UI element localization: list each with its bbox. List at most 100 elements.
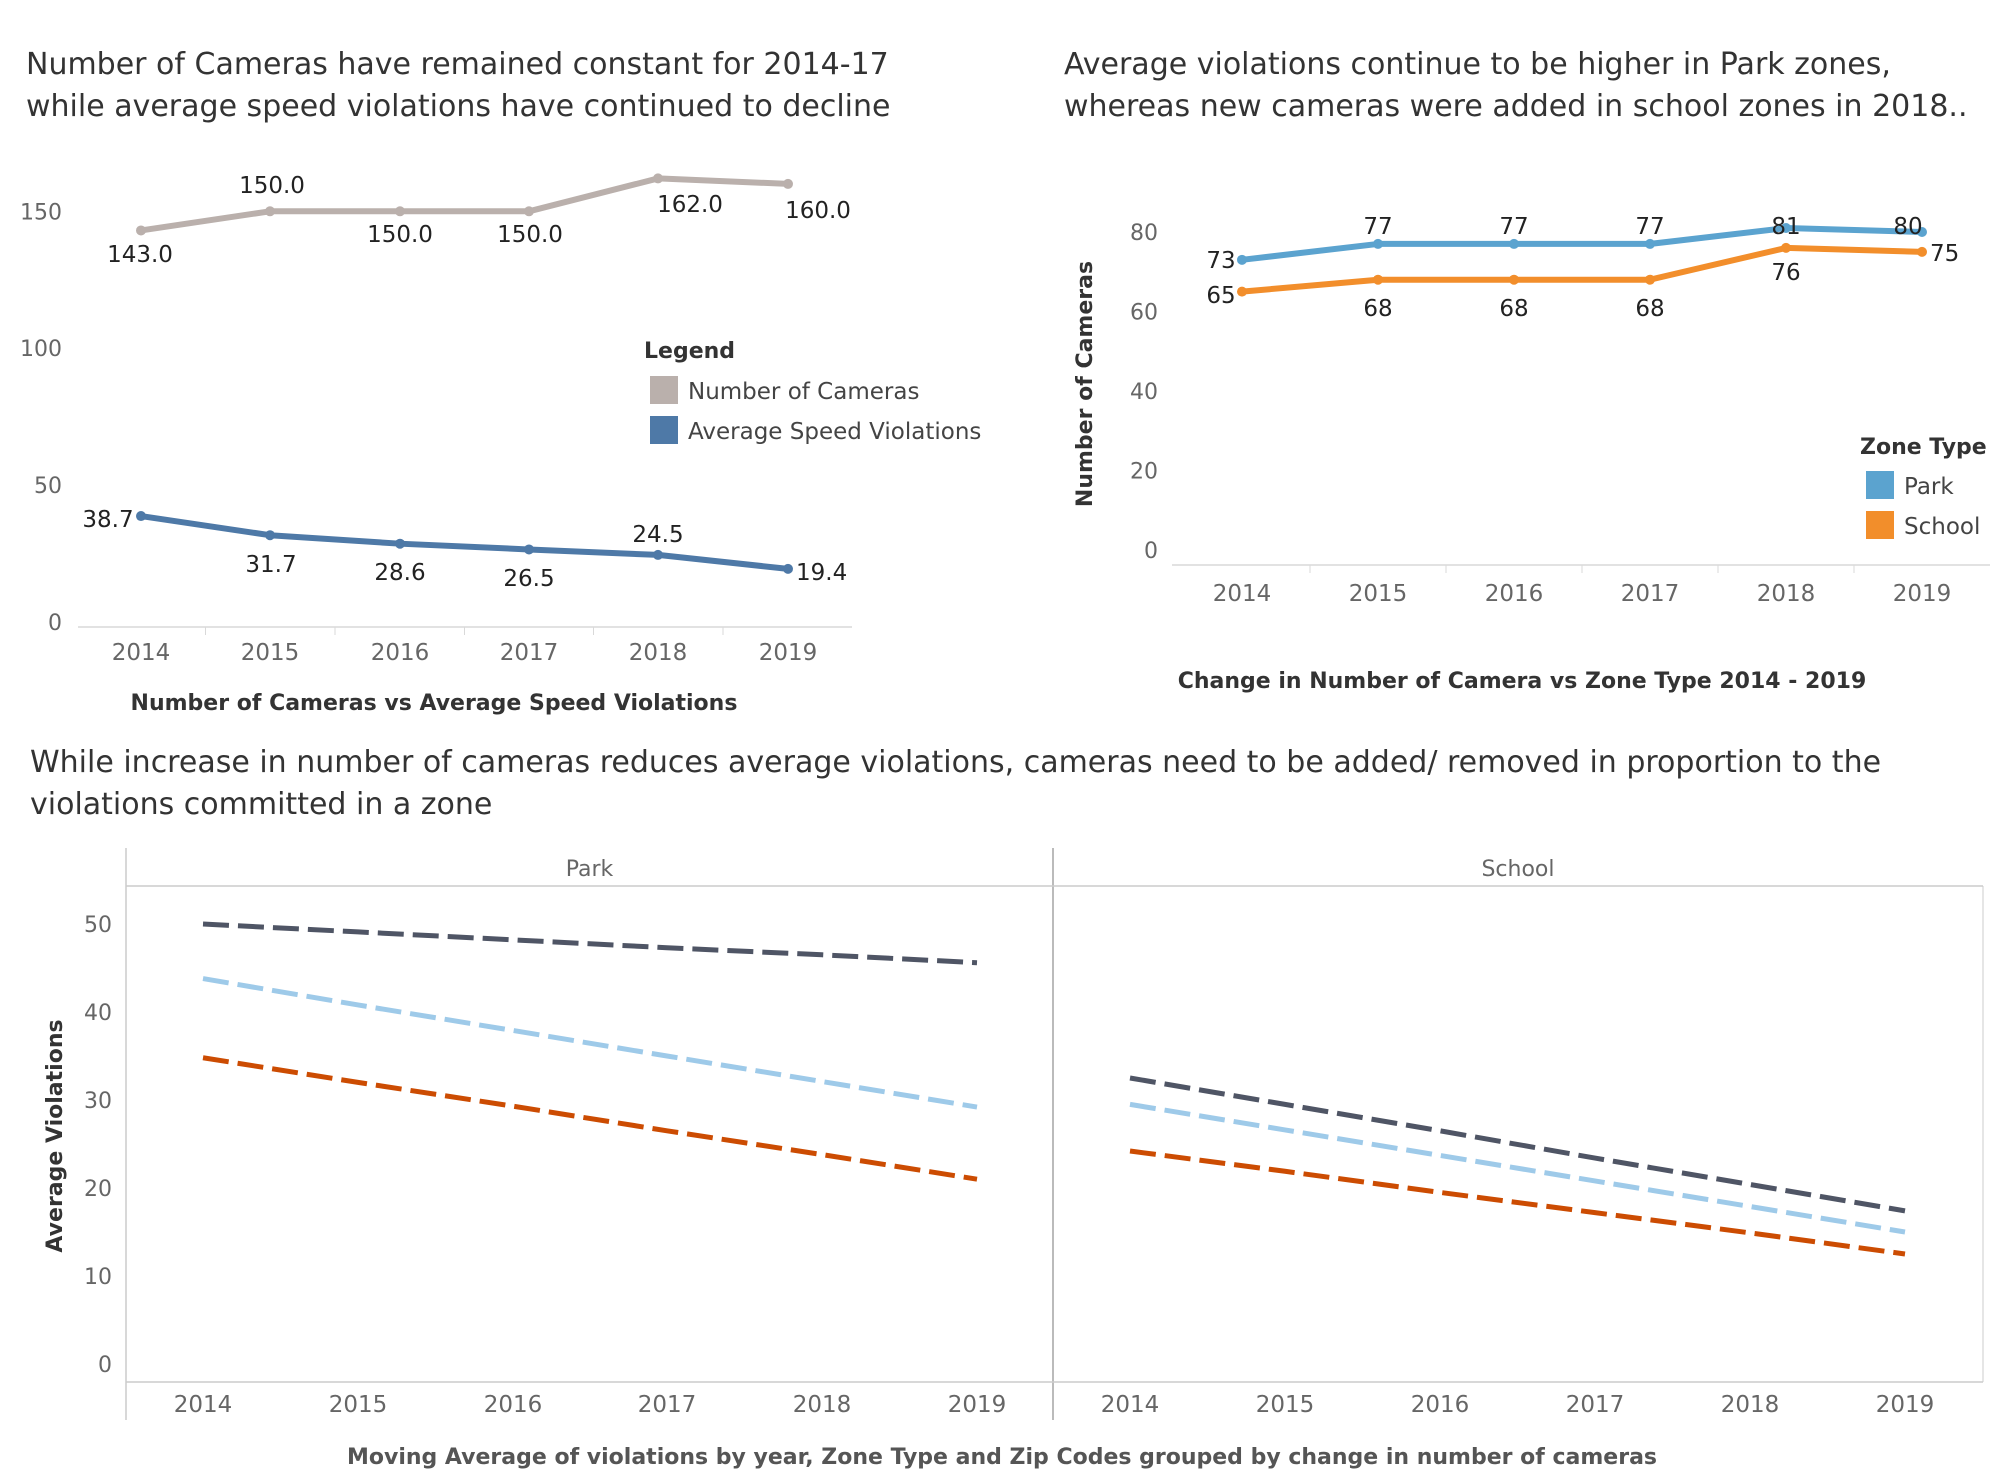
series-line-school bbox=[1239, 244, 1925, 295]
x-tick-label: 2017 bbox=[638, 1392, 697, 1418]
x-tick-label: 2016 bbox=[1485, 581, 1544, 607]
y-tick-label: 0 bbox=[48, 611, 62, 636]
series-line-violations bbox=[138, 513, 791, 572]
y-tick-label: 80 bbox=[1130, 221, 1158, 246]
x-tick-label: 2019 bbox=[759, 640, 818, 666]
y-tick-label: 0 bbox=[1144, 539, 1158, 564]
data-label: 143.0 bbox=[107, 242, 173, 268]
trend-line-park bbox=[202, 1055, 978, 1182]
data-point bbox=[524, 544, 534, 555]
x-tick-label: 2016 bbox=[1411, 1392, 1470, 1418]
data-label: 160.0 bbox=[785, 198, 851, 224]
data-label: 31.7 bbox=[245, 552, 296, 578]
chart3-title: While increase in number of cameras redu… bbox=[30, 745, 1882, 822]
data-label: 28.6 bbox=[374, 560, 425, 586]
x-axis-label: Change in Number of Camera vs Zone Type … bbox=[1178, 669, 1867, 694]
legend-title: Legend bbox=[644, 339, 735, 364]
data-point bbox=[1645, 238, 1655, 249]
series-line-park bbox=[1239, 225, 1925, 263]
data-point bbox=[653, 549, 663, 560]
x-tick-label: 2018 bbox=[1757, 581, 1816, 607]
data-point bbox=[1781, 242, 1791, 253]
data-label: 80 bbox=[1893, 214, 1922, 240]
data-label: 77 bbox=[1499, 214, 1528, 240]
data-point bbox=[783, 563, 793, 574]
x-tick-label: 2015 bbox=[1349, 581, 1408, 607]
trend-line-school bbox=[1129, 1148, 1906, 1257]
trend-line-park bbox=[202, 976, 978, 1110]
data-point bbox=[1645, 274, 1655, 285]
legend-swatch bbox=[650, 376, 678, 404]
data-point bbox=[1237, 286, 1247, 297]
data-label: 77 bbox=[1635, 214, 1664, 240]
data-point bbox=[1373, 238, 1383, 249]
chart1-title: Number of Cameras have remained constant… bbox=[26, 47, 891, 124]
panel-header-school: School bbox=[1481, 857, 1554, 882]
data-label: 68 bbox=[1499, 296, 1528, 322]
x-tick-label: 2017 bbox=[1566, 1392, 1625, 1418]
data-label: 24.5 bbox=[632, 522, 683, 548]
x-tick-label: 2017 bbox=[1621, 581, 1680, 607]
trend-line-school bbox=[1129, 1101, 1906, 1235]
data-label: 77 bbox=[1363, 214, 1392, 240]
panel-header-park: Park bbox=[566, 857, 614, 882]
data-point bbox=[1781, 223, 1791, 234]
y-tick-label: 0 bbox=[98, 1353, 112, 1378]
y-tick-label: 60 bbox=[1130, 301, 1158, 326]
data-point bbox=[265, 206, 275, 217]
data-label: 19.4 bbox=[796, 560, 847, 586]
y-tick-label: 50 bbox=[84, 913, 112, 938]
x-tick-label: 2016 bbox=[484, 1392, 543, 1418]
data-point bbox=[1917, 246, 1927, 257]
data-label: 150.0 bbox=[497, 222, 563, 248]
y-tick-label: 50 bbox=[34, 474, 62, 499]
data-label: 162.0 bbox=[657, 192, 723, 218]
x-axis-label: Number of Cameras vs Average Speed Viola… bbox=[131, 691, 738, 716]
x-tick-label: 2018 bbox=[1721, 1392, 1780, 1418]
chart2-title: Average violations continue to be higher… bbox=[1064, 47, 1968, 124]
data-point bbox=[524, 206, 534, 217]
legend-swatch bbox=[1866, 471, 1894, 499]
legend-item: Number of Cameras bbox=[688, 379, 919, 405]
y-axis-label: Number of Cameras bbox=[1073, 261, 1098, 507]
x-tick-label: 2015 bbox=[241, 640, 300, 666]
x-tick-label: 2016 bbox=[371, 640, 430, 666]
y-tick-label: 150 bbox=[20, 200, 62, 225]
legend-title: Zone Type bbox=[1860, 435, 1987, 460]
x-tick-label: 2018 bbox=[793, 1392, 852, 1418]
data-label: 38.7 bbox=[82, 507, 133, 533]
x-tick-label: 2014 bbox=[112, 640, 171, 666]
x-tick-label: 2014 bbox=[1213, 581, 1272, 607]
data-label: 65 bbox=[1206, 283, 1235, 309]
data-label: 75 bbox=[1930, 241, 1959, 267]
data-label: 26.5 bbox=[503, 566, 554, 592]
data-label: 68 bbox=[1635, 296, 1664, 322]
y-tick-label: 30 bbox=[84, 1089, 112, 1114]
x-tick-label: 2019 bbox=[1876, 1392, 1935, 1418]
x-tick-label: 2014 bbox=[174, 1392, 233, 1418]
x-tick-label: 2015 bbox=[329, 1392, 388, 1418]
legend-swatch bbox=[650, 416, 678, 444]
legend-swatch bbox=[1866, 511, 1894, 539]
y-tick-label: 40 bbox=[1130, 380, 1158, 405]
data-point bbox=[653, 173, 663, 184]
data-label: 150.0 bbox=[367, 222, 433, 248]
data-point bbox=[783, 178, 793, 189]
y-axis-label: Average Violations bbox=[43, 1019, 68, 1252]
data-point bbox=[136, 511, 146, 522]
y-tick-label: 20 bbox=[84, 1177, 112, 1202]
data-point bbox=[395, 538, 405, 549]
x-tick-label: 2017 bbox=[500, 640, 559, 666]
x-tick-label: 2018 bbox=[629, 640, 688, 666]
data-label: 150.0 bbox=[239, 173, 305, 199]
x-tick-label: 2015 bbox=[1256, 1392, 1315, 1418]
data-label: 73 bbox=[1206, 248, 1235, 274]
y-tick-label: 20 bbox=[1130, 460, 1158, 485]
data-label: 68 bbox=[1363, 296, 1392, 322]
series-line-cameras bbox=[138, 175, 791, 234]
y-tick-label: 10 bbox=[84, 1265, 112, 1290]
data-point bbox=[1509, 274, 1519, 285]
